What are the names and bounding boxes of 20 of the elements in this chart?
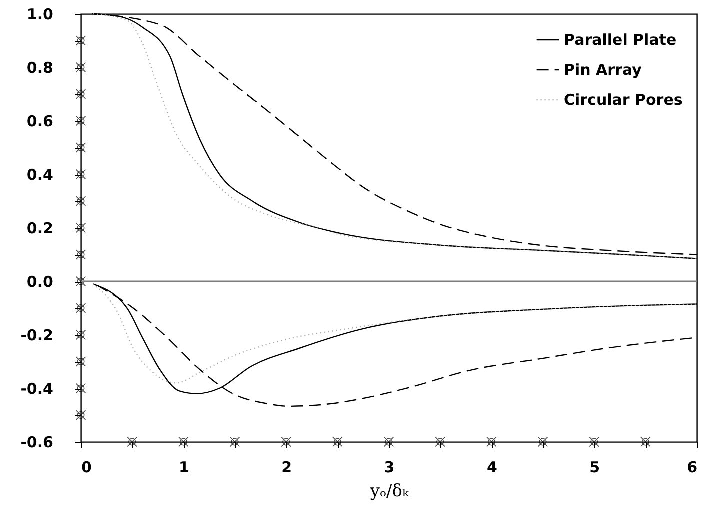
x-tick-label: 4	[486, 458, 498, 476]
y-tick-label: -0.4	[20, 380, 54, 398]
legend-label: Pin Array	[564, 61, 642, 79]
x-tick-label: 6	[687, 458, 698, 476]
y-tick-label: -0.2	[20, 326, 54, 344]
x-axis-title: yₒ/δₖ	[369, 482, 410, 502]
legend-label: Circular Pores	[564, 91, 683, 109]
x-tick-label: 1	[178, 458, 190, 476]
x-tick-label: 0	[82, 458, 92, 476]
x-tick-label: 3	[384, 458, 395, 476]
y-tick-label: 0.6	[26, 112, 54, 130]
y-tick-label: 0.0	[26, 273, 54, 291]
y-tick-label: 0.2	[26, 220, 54, 238]
x-tick-label: 5	[590, 458, 600, 476]
y-tick-label: 0.4	[26, 166, 54, 184]
y-tick-label: -0.6	[20, 434, 54, 452]
x-tick-label: 2	[282, 458, 292, 476]
legend-label: Parallel Plate	[564, 31, 677, 49]
y-tick-label: 0.8	[26, 59, 54, 77]
y-tick-label: 1.0	[26, 6, 54, 24]
